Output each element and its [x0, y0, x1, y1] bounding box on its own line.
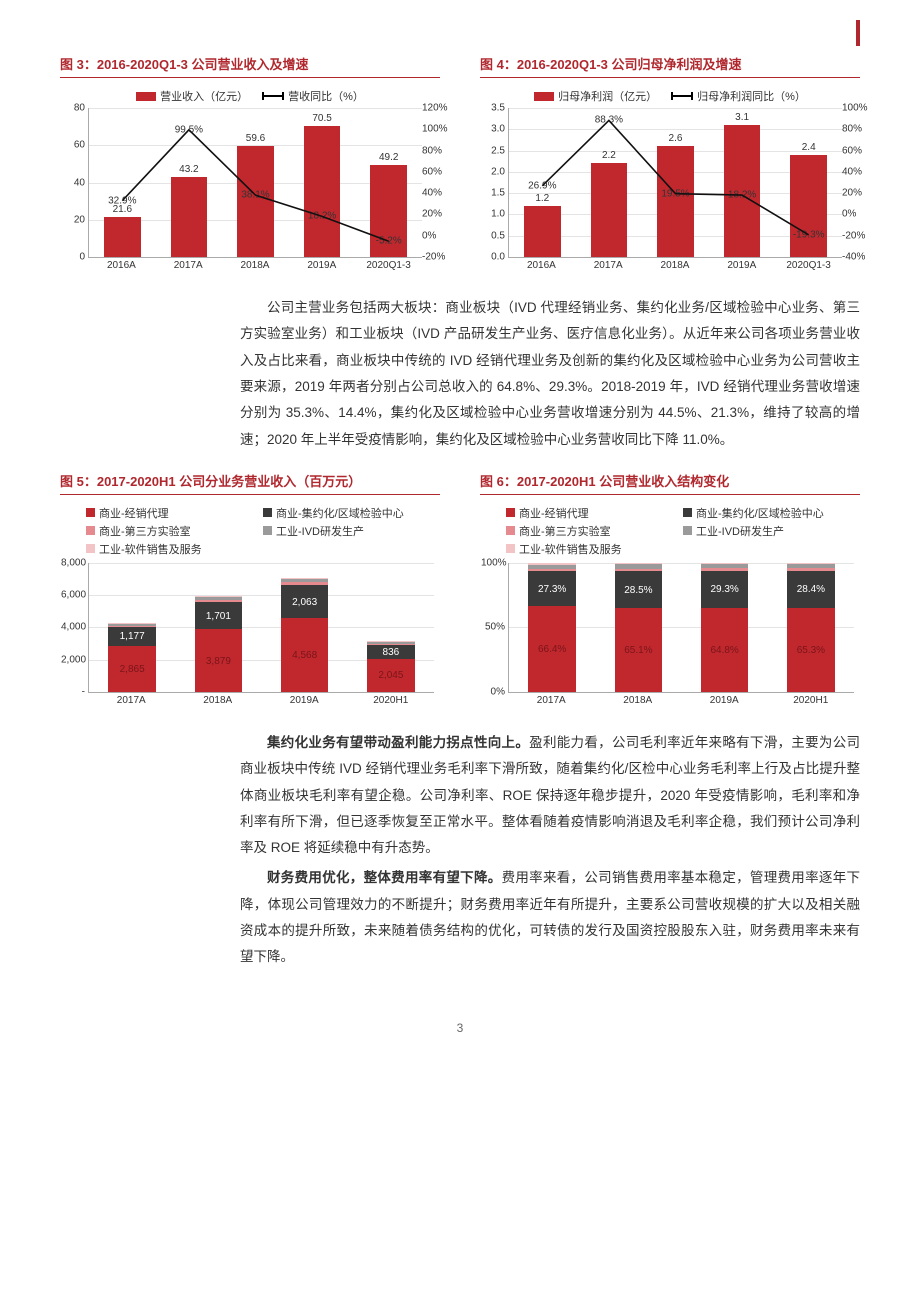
chart6-xaxis: 2017A2018A2019A2020H1 — [508, 695, 854, 706]
chart4-plot: 0.00.51.01.52.02.53.03.5-40%-20%0%20%40%… — [508, 108, 842, 258]
chart3-xaxis: 2016A2017A2018A2019A2020Q1-3 — [88, 260, 422, 271]
chart4-xaxis: 2016A2017A2018A2019A2020Q1-3 — [508, 260, 842, 271]
paragraph-2: 集约化业务有望带动盈利能力拐点性向上。盈利能力看，公司毛利率近年来略有下滑，主要… — [240, 730, 860, 971]
chart5-title: 图 5：2017-2020H1 公司分业务营业收入（百万元） — [60, 471, 440, 495]
chart3-legend: 营业收入（亿元） 营收同比（%） — [60, 88, 440, 104]
paragraph-1: 公司主营业务包括两大板块：商业板块（IVD 代理经销业务、集约化业务/区域检验中… — [240, 295, 860, 453]
chart3-plot: 020406080-20%0%20%40%60%80%100%120%21.64… — [88, 108, 422, 258]
chart6-title: 图 6：2017-2020H1 公司营业收入结构变化 — [480, 471, 860, 495]
chart5-container: 图 5：2017-2020H1 公司分业务营业收入（百万元） 商业-经销代理商业… — [60, 471, 440, 706]
page-number: 3 — [60, 1021, 860, 1035]
chart3-container: 图 3：2016-2020Q1-3 公司营业收入及增速 营业收入（亿元） 营收同… — [60, 54, 440, 271]
chart6-legend: 商业-经销代理商业-集约化/区域检验中心商业-第三方实验室工业-IVD研发生产工… — [506, 505, 860, 559]
accent-bar — [856, 20, 860, 46]
chart6-container: 图 6：2017-2020H1 公司营业收入结构变化 商业-经销代理商业-集约化… — [480, 471, 860, 706]
chart5-legend: 商业-经销代理商业-集约化/区域检验中心商业-第三方实验室工业-IVD研发生产工… — [86, 505, 440, 559]
chart4-title: 图 4：2016-2020Q1-3 公司归母净利润及增速 — [480, 54, 860, 78]
chart4-container: 图 4：2016-2020Q1-3 公司归母净利润及增速 归母净利润（亿元） 归… — [480, 54, 860, 271]
chart4-legend: 归母净利润（亿元） 归母净利润同比（%） — [480, 88, 860, 104]
chart5-xaxis: 2017A2018A2019A2020H1 — [88, 695, 434, 706]
chart6-plot: 0%50%100%66.4%27.3%65.1%28.5%64.8%29.3%6… — [508, 563, 854, 693]
legend-swatch-bar — [136, 92, 156, 101]
legend-swatch-line — [262, 95, 284, 97]
chart3-title: 图 3：2016-2020Q1-3 公司营业收入及增速 — [60, 54, 440, 78]
chart5-plot: -2,0004,0006,0008,0002,8651,1773,8791,70… — [88, 563, 434, 693]
